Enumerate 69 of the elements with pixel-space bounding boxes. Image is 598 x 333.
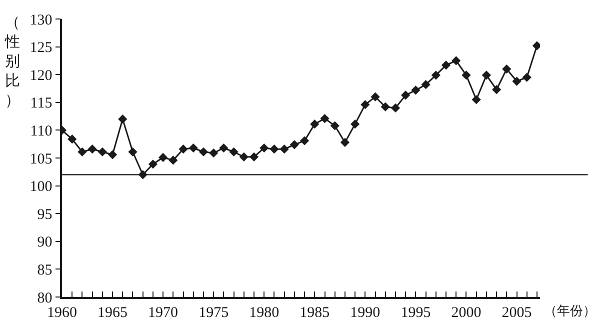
point xyxy=(270,144,279,154)
point xyxy=(350,120,360,129)
x-tick-label: 1975 xyxy=(198,304,229,321)
point xyxy=(280,144,289,154)
point xyxy=(209,148,218,158)
point xyxy=(482,70,491,80)
point xyxy=(168,156,178,165)
point xyxy=(128,147,138,156)
point xyxy=(68,134,77,144)
point xyxy=(260,143,269,153)
point xyxy=(148,160,158,169)
point xyxy=(310,120,320,129)
y-tick-label: 80 xyxy=(37,290,52,306)
point xyxy=(401,90,410,100)
x-tick-label: 2005 xyxy=(502,304,532,321)
point xyxy=(522,72,532,82)
y-tick-label: 90 xyxy=(37,234,52,251)
point xyxy=(441,60,451,70)
x-tick-label: 1995 xyxy=(400,304,431,321)
y-axis-title: （性别比） xyxy=(4,15,20,109)
point xyxy=(390,103,400,113)
point xyxy=(512,76,522,86)
point xyxy=(320,114,330,124)
point xyxy=(452,56,461,66)
point xyxy=(158,152,168,162)
x-tick-label: 1960 xyxy=(47,304,77,321)
point xyxy=(300,136,310,146)
x-tick-label: 2000 xyxy=(451,304,482,321)
y-tick-label: 130 xyxy=(30,12,52,28)
x-tick-label: 1965 xyxy=(98,304,128,321)
point xyxy=(330,121,340,130)
point xyxy=(462,70,471,80)
point xyxy=(421,80,430,90)
point xyxy=(532,41,540,50)
point xyxy=(290,140,299,150)
point xyxy=(229,147,238,156)
y-tick-label: 115 xyxy=(30,96,52,112)
point xyxy=(492,85,502,94)
point xyxy=(472,95,481,104)
point xyxy=(188,143,198,153)
y-tick-label: 85 xyxy=(37,262,52,278)
x-tick-label: 1990 xyxy=(350,304,380,321)
y-tick-label: 100 xyxy=(30,179,52,196)
y-tick-label: 105 xyxy=(30,151,52,168)
point xyxy=(118,114,128,124)
point xyxy=(78,147,87,156)
point xyxy=(88,144,97,154)
point xyxy=(178,144,188,154)
y-tick-label: 125 xyxy=(30,40,52,56)
x-tick-label: 1985 xyxy=(300,304,330,321)
x-axis-title: （年份） xyxy=(544,303,596,318)
point xyxy=(98,147,107,156)
point xyxy=(360,100,370,110)
point xyxy=(219,143,228,153)
y-tick-label: 95 xyxy=(37,206,52,223)
point xyxy=(108,150,118,160)
x-tick-label: 1970 xyxy=(148,304,178,321)
point xyxy=(340,138,350,147)
point xyxy=(431,70,440,80)
point xyxy=(249,152,259,162)
point xyxy=(239,152,248,162)
point xyxy=(370,92,380,102)
point xyxy=(411,86,420,95)
x-tick-label: 1980 xyxy=(249,304,280,321)
point xyxy=(380,102,390,112)
point xyxy=(502,64,512,74)
point xyxy=(198,147,208,156)
y-tick-label: 120 xyxy=(30,68,52,84)
y-tick-label: 110 xyxy=(30,123,52,140)
